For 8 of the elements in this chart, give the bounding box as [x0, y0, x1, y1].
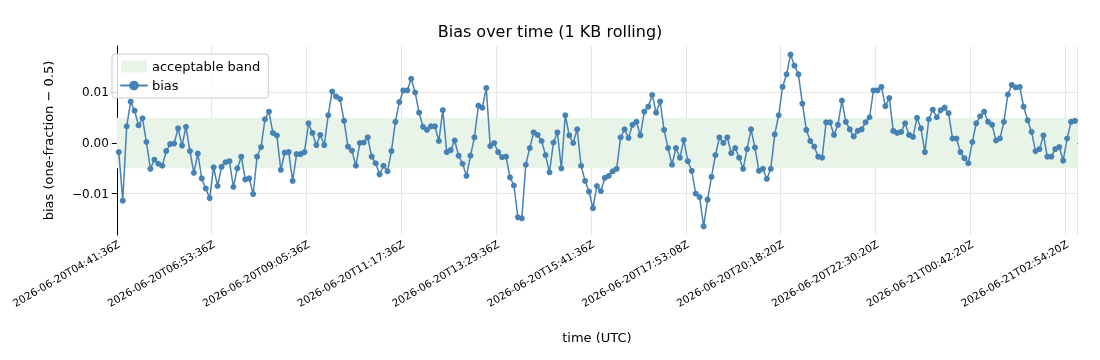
chart-title: Bias over time (1 KB rolling) — [437, 21, 663, 41]
x-axis-title: time (UTC) — [562, 330, 632, 345]
y-tick-label: 0.00 — [82, 136, 109, 151]
legend-label: acceptable band — [152, 59, 261, 74]
y-axis-title: bias (one-fraction − 0.5) — [40, 60, 56, 221]
y-tick-label: −0.01 — [72, 186, 109, 201]
y-tick-label: 0.01 — [82, 85, 109, 100]
legend-label: bias — [152, 78, 179, 93]
